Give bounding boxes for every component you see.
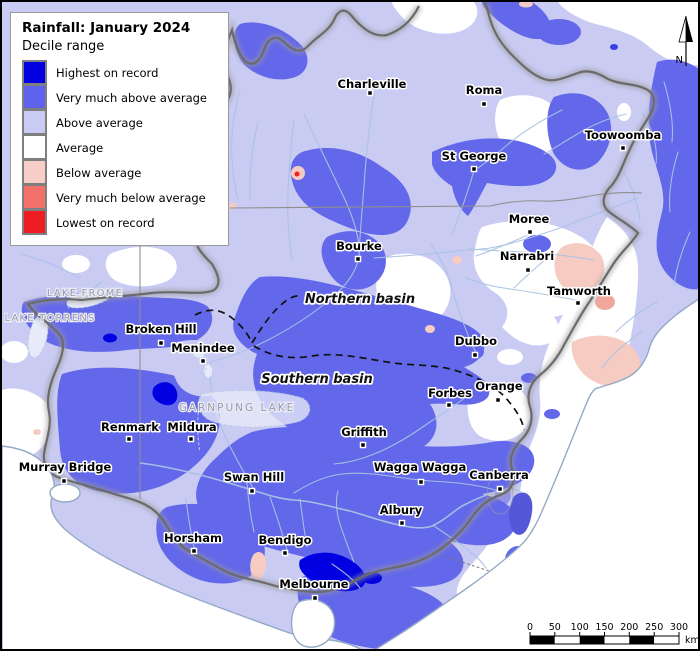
garnpung-lake-label: GARNPUNG LAKE bbox=[179, 402, 296, 414]
scale-tick-0: 0 bbox=[527, 622, 533, 633]
svg-text:Tamworth: Tamworth bbox=[547, 284, 611, 298]
scale-tick-50: 50 bbox=[549, 622, 561, 633]
svg-text:Griffith: Griffith bbox=[341, 425, 387, 439]
svg-text:Toowoomba: Toowoomba bbox=[585, 128, 662, 142]
city-moree: Moree bbox=[507, 211, 551, 236]
northern-basin-label: Northern basin bbox=[305, 292, 415, 307]
city-broken-hill: Broken Hill bbox=[124, 321, 198, 347]
scale-tick-200: 200 bbox=[620, 622, 638, 633]
city-narrabri: Narrabri bbox=[498, 248, 556, 274]
north-arrow: N bbox=[676, 15, 693, 66]
svg-text:Murray Bridge: Murray Bridge bbox=[19, 460, 112, 474]
city-menindee: Menindee bbox=[170, 340, 236, 365]
legend-swatch-highest bbox=[22, 60, 47, 85]
city-wagga-wagga: Wagga Wagga bbox=[372, 459, 468, 486]
qld-nsw-border bbox=[229, 192, 643, 209]
scale-bar-unit: km bbox=[685, 635, 700, 646]
legend-item: Lowest on record bbox=[22, 210, 220, 235]
city-st-george: St George bbox=[440, 148, 508, 173]
legend-item: Very much above average bbox=[22, 85, 220, 110]
scale-bar-segments bbox=[529, 635, 680, 645]
svg-text:Narrabri: Narrabri bbox=[500, 249, 554, 263]
legend-item: Very much below average bbox=[22, 185, 220, 210]
basin-labels: Northern basin Southern basin bbox=[260, 290, 417, 388]
svg-text:Charleville: Charleville bbox=[338, 77, 407, 91]
southeast-ocean bbox=[374, 298, 698, 649]
scale-tick-250: 250 bbox=[645, 622, 663, 633]
legend-swatch-above bbox=[22, 110, 47, 135]
legend-swatch-very-much-above bbox=[22, 85, 47, 110]
city-melbourne: Melbourne bbox=[278, 576, 350, 602]
svg-text:Albury: Albury bbox=[380, 503, 423, 517]
svg-text:Dubbo: Dubbo bbox=[455, 334, 497, 348]
scale-bar-ticks bbox=[529, 632, 680, 636]
city-dubbo: Dubbo bbox=[453, 333, 499, 359]
svg-text:Moree: Moree bbox=[509, 212, 550, 226]
legend-swatch-lowest bbox=[22, 210, 47, 235]
svg-text:Broken Hill: Broken Hill bbox=[125, 322, 196, 336]
city-swan-hill: Swan Hill bbox=[222, 469, 286, 495]
cities: Charleville Roma St George Toowoomba Mor… bbox=[17, 76, 663, 602]
scale-tick-300: 300 bbox=[670, 622, 688, 633]
lake-labels: LAKE FROME LAKE TORRENS GARNPUNG LAKE bbox=[3, 287, 296, 415]
svg-text:Bourke: Bourke bbox=[336, 239, 382, 253]
svg-text:Wagga Wagga: Wagga Wagga bbox=[374, 460, 467, 474]
city-roma: Roma bbox=[464, 82, 504, 108]
svg-text:Orange: Orange bbox=[475, 379, 523, 393]
svg-text:Mildura: Mildura bbox=[167, 420, 216, 434]
north-arrow-dark-half bbox=[686, 16, 693, 42]
city-tamworth: Tamworth bbox=[546, 283, 613, 307]
basin-divider bbox=[194, 294, 525, 431]
city-toowoomba: Toowoomba bbox=[583, 127, 663, 152]
north-arrow-light-half bbox=[678, 15, 687, 43]
ocean bbox=[2, 298, 698, 649]
port-phillip-bay bbox=[290, 598, 336, 648]
legend-swatch-average bbox=[22, 135, 47, 160]
svg-text:Menindee: Menindee bbox=[171, 341, 235, 355]
city-canberra: Canberra bbox=[468, 467, 530, 493]
svg-text:Swan Hill: Swan Hill bbox=[224, 470, 284, 484]
city-horsham: Horsham bbox=[163, 530, 223, 555]
city-murray-bridge: Murray Bridge bbox=[17, 459, 113, 485]
svg-text:Roma: Roma bbox=[466, 83, 503, 97]
legend-item: Average bbox=[22, 135, 220, 160]
scale-tick-150: 150 bbox=[595, 622, 613, 633]
city-griffith: Griffith bbox=[340, 424, 388, 449]
city-forbes: Forbes bbox=[427, 385, 474, 409]
legend-swatch-below bbox=[22, 160, 47, 185]
scale-tick-100: 100 bbox=[571, 622, 589, 633]
lake-frome-label: LAKE FROME bbox=[47, 288, 123, 299]
city-renmark: Renmark bbox=[100, 419, 161, 443]
svg-text:Forbes: Forbes bbox=[428, 386, 472, 400]
city-bendigo: Bendigo bbox=[257, 532, 313, 557]
scale-bar: 0 50 100 150 200 250 300 km bbox=[527, 622, 700, 646]
act-border bbox=[486, 473, 514, 515]
svg-text:Horsham: Horsham bbox=[164, 531, 222, 545]
legend: Rainfall: January 2024 Decile range High… bbox=[10, 12, 229, 246]
city-bourke: Bourke bbox=[335, 238, 384, 263]
city-orange: Orange bbox=[474, 378, 524, 404]
north-arrow-n: N bbox=[676, 55, 683, 66]
legend-subtitle: Decile range bbox=[22, 39, 105, 54]
legend-swatch-very-much-below bbox=[22, 185, 47, 210]
legend-item: Below average bbox=[22, 160, 220, 185]
legend-item: Above average bbox=[22, 110, 220, 135]
svg-text:Melbourne: Melbourne bbox=[279, 577, 348, 591]
map-title: Rainfall: January 2024 bbox=[22, 20, 191, 36]
southern-basin-label: Southern basin bbox=[261, 372, 373, 387]
rivers bbox=[21, 81, 691, 625]
svg-text:Canberra: Canberra bbox=[469, 468, 529, 482]
svg-text:Bendigo: Bendigo bbox=[258, 533, 311, 547]
lake-alexandrina bbox=[49, 483, 81, 503]
city-charleville: Charleville bbox=[336, 76, 408, 97]
city-mildura: Mildura bbox=[166, 419, 218, 443]
city-albury: Albury bbox=[378, 502, 424, 527]
svg-text:St George: St George bbox=[442, 149, 507, 163]
lake-torrens-label: LAKE TORRENS bbox=[4, 313, 95, 324]
svg-text:Renmark: Renmark bbox=[101, 420, 159, 434]
legend-item: Highest on record bbox=[22, 60, 220, 85]
